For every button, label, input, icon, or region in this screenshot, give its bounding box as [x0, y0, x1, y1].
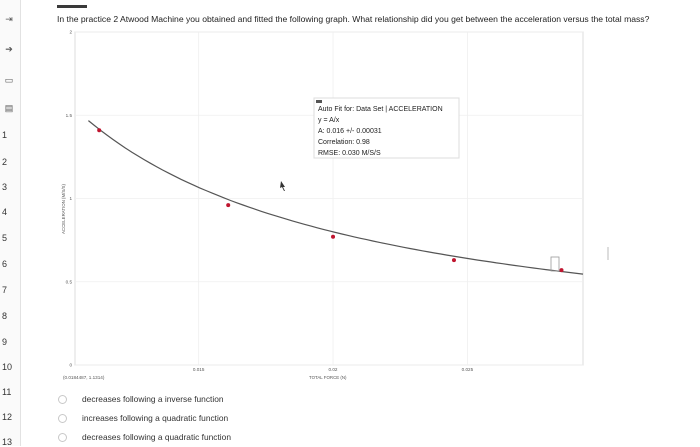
data-point[interactable]	[331, 234, 336, 239]
data-point[interactable]	[97, 128, 102, 133]
question-number-12[interactable]: 12	[2, 412, 13, 422]
y-tick-label: 2	[69, 30, 72, 35]
x-tick-label: 0.025	[462, 367, 474, 372]
collapse-icon[interactable]: ⇥	[5, 14, 13, 24]
grid	[75, 31, 583, 366]
x-tick-label: 0.015	[193, 367, 205, 372]
corner-readout: (0.0184487, 1.1314)	[63, 375, 105, 380]
selected-point-marker[interactable]	[550, 256, 560, 272]
x-tick-label: 0.02	[329, 367, 338, 372]
answer-option-label: decreases following a inverse function	[82, 394, 224, 404]
data-point[interactable]	[226, 203, 231, 208]
radio-button[interactable]	[58, 413, 67, 423]
y-tick-label: 0	[69, 363, 72, 368]
y-axis-title: ACCELERATION (M/S/S)	[61, 184, 66, 234]
answer-option-3[interactable]: decreases following a quadratic function	[58, 430, 231, 444]
x-axis-title: TOTAL FORCE (N)	[309, 375, 347, 380]
question-number-2[interactable]: 2	[2, 157, 8, 167]
y-tick-label: 0.5	[66, 279, 73, 284]
mouse-pointer-icon	[280, 181, 285, 191]
question-number-9[interactable]: 9	[2, 337, 8, 347]
question-number-13[interactable]: 13	[2, 437, 13, 447]
fit-equation: y = A/x	[318, 117, 340, 124]
y-tick-label: 1.5	[66, 113, 73, 118]
answer-option-label: decreases following a quadratic function	[82, 432, 231, 442]
fit-info-box[interactable]: Auto Fit for: Data Set | ACCELERATION y …	[313, 97, 460, 159]
y-axis-ticks: 2 1.5 1 0.5 0	[66, 30, 73, 368]
fit-title: Auto Fit for: Data Set | ACCELERATION	[318, 106, 443, 113]
radio-button[interactable]	[58, 394, 67, 404]
question-number-6[interactable]: 6	[2, 259, 8, 269]
header-bar	[57, 5, 87, 8]
fit-curve	[88, 120, 584, 275]
arrow-icon[interactable]: ➔	[5, 44, 13, 54]
answer-option-2[interactable]: increases following a quadratic function	[58, 411, 228, 425]
question-number-1[interactable]: 1	[2, 130, 8, 140]
radio-button[interactable]	[58, 432, 67, 442]
question-number-8[interactable]: 8	[2, 311, 8, 321]
x-axis-ticks: 0.015 0.02 0.025	[193, 367, 474, 372]
question-number-10[interactable]: 10	[2, 362, 13, 372]
question-number-11[interactable]: 11	[2, 387, 12, 397]
answer-option-label: increases following a quadratic function	[82, 413, 229, 423]
question-sidebar: ⇥ ➔ ▭ ▤ 1 2 3 4 5 6 7 8 9 10 11 12 13	[0, 0, 21, 447]
question-text: In the practice 2 Atwood Machine you obt…	[57, 14, 650, 24]
data-point[interactable]	[451, 258, 456, 263]
fit-rmse: RMSE: 0.030 M/S/S	[318, 150, 381, 157]
flag-icon[interactable]: ▭	[4, 75, 14, 85]
question-number-3[interactable]: 3	[2, 182, 8, 192]
question-number-7[interactable]: 7	[2, 285, 8, 295]
data-point[interactable]	[559, 268, 564, 273]
fit-correlation: Correlation: 0.98	[318, 139, 370, 146]
answer-option-1[interactable]: decreases following a inverse function	[58, 392, 224, 406]
list-icon[interactable]: ▤	[4, 103, 14, 113]
question-number-4[interactable]: 4	[2, 207, 8, 217]
data-points	[97, 128, 564, 273]
y-tick-label: 1	[69, 196, 72, 201]
question-number-5[interactable]: 5	[2, 233, 8, 243]
fit-parameter-a: A: 0.016 +/- 0.00031	[318, 128, 382, 135]
